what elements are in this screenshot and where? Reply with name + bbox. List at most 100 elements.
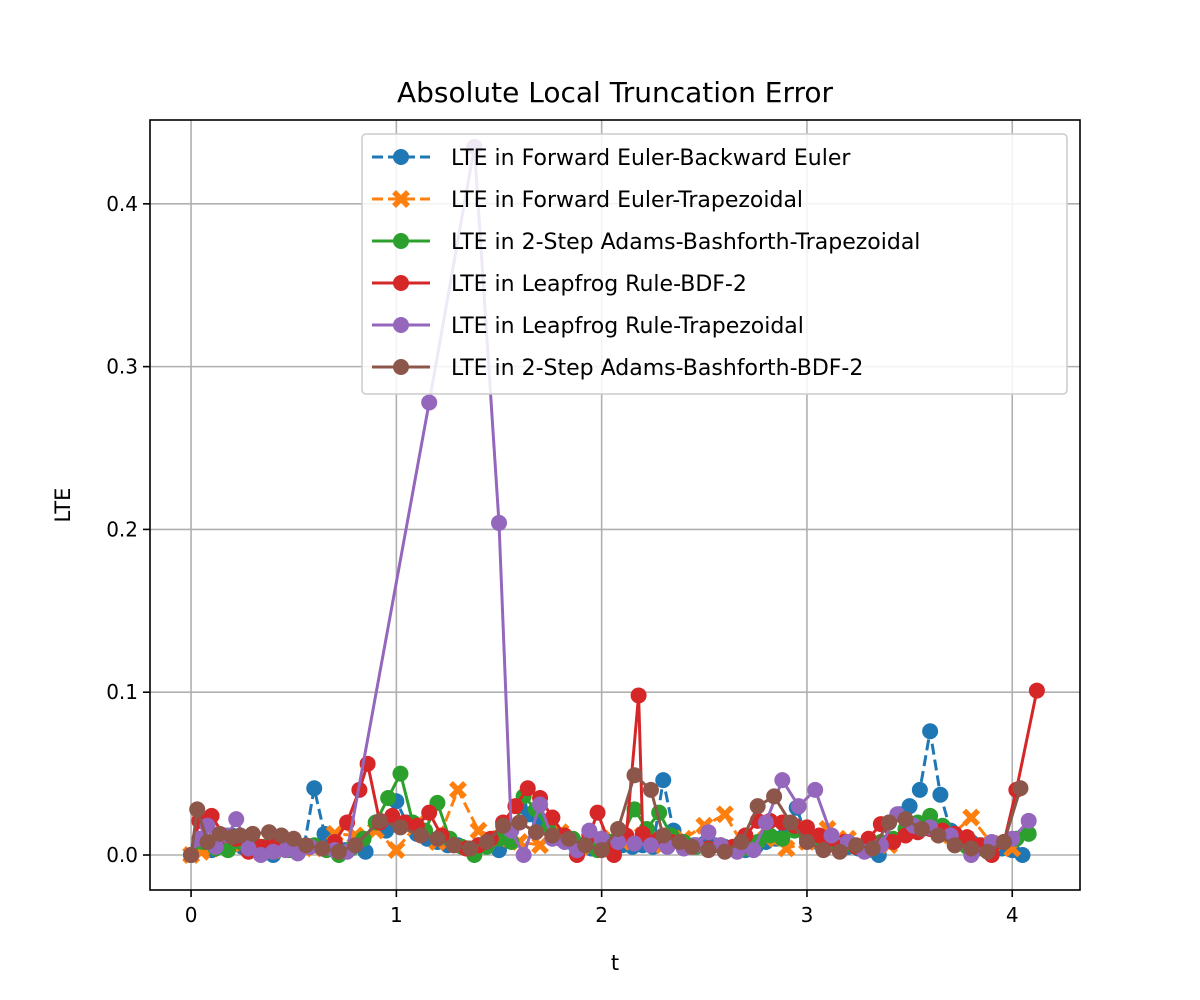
- series-6-point: [881, 814, 898, 831]
- series-6-point: [1012, 780, 1029, 797]
- series-1-point: [901, 798, 918, 815]
- legend-label: LTE in 2-Step Adams-Bashforth-Trapezoida…: [451, 230, 920, 255]
- series-5-point: [277, 842, 294, 859]
- series-3-point: [392, 765, 409, 782]
- series-2-point: [387, 841, 406, 860]
- series-6-point: [392, 819, 409, 836]
- series-6-point: [593, 842, 610, 859]
- legend-label: LTE in Leapfrog Rule-BDF-2: [451, 272, 747, 297]
- series-3-point: [762, 827, 778, 844]
- series-5-point: [532, 796, 549, 813]
- series-1-point: [655, 772, 672, 789]
- series-6-point: [913, 820, 930, 837]
- series-3-point: [774, 830, 791, 847]
- series-6-point: [527, 824, 544, 841]
- series-6-point: [285, 830, 302, 847]
- series-6-point: [298, 837, 315, 854]
- series-6-point: [655, 827, 672, 844]
- series-5-point: [240, 840, 257, 857]
- series-4-point: [519, 780, 536, 797]
- series-5-point: [807, 781, 824, 798]
- series-6-point: [511, 814, 528, 831]
- series-6-point: [749, 798, 766, 815]
- series-6-point: [371, 812, 388, 829]
- legend-entry: LTE in 2-Step Adams-Bashforth-Trapezoida…: [372, 230, 920, 255]
- series-6-point: [683, 838, 700, 855]
- series-5-point: [252, 847, 269, 863]
- series-6-point: [848, 837, 865, 854]
- series-6-point: [199, 833, 216, 850]
- y-tick-label: 0.2: [106, 517, 138, 541]
- series-3-point: [922, 807, 939, 824]
- series-4-point: [421, 804, 438, 821]
- series-6-point: [495, 817, 512, 834]
- series-6-point: [716, 843, 733, 860]
- series-6-point: [979, 843, 996, 860]
- x-tick-label: 4: [1006, 903, 1019, 927]
- series-6-point: [963, 840, 980, 857]
- series-6-point: [626, 767, 643, 784]
- series-6-point: [577, 837, 594, 854]
- series-4-point: [544, 809, 561, 826]
- series-layer: [182, 138, 1045, 864]
- series-6-point: [864, 840, 881, 857]
- series-4-point: [589, 804, 606, 821]
- x-axis-label: t: [611, 951, 619, 975]
- series-6-point: [897, 811, 914, 828]
- series-5-point: [491, 514, 508, 531]
- series-6-point: [189, 801, 206, 818]
- series-6-point: [671, 833, 688, 850]
- series-5-point: [757, 814, 774, 831]
- legend: LTE in Forward Euler-Backward Euler LTE i…: [361, 133, 1068, 395]
- series-3-point: [380, 790, 397, 807]
- series-3-point: [626, 801, 643, 818]
- legend-marker: [393, 233, 409, 249]
- series-5-point: [581, 822, 598, 839]
- x-tick-label: 1: [390, 903, 403, 927]
- legend-label: LTE in Forward Euler-Backward Euler: [451, 146, 851, 171]
- legend-marker: [393, 275, 409, 291]
- series-6-point: [930, 827, 947, 844]
- x-tick-label: 3: [801, 903, 814, 927]
- legend-label: LTE in 2-Step Adams-Bashforth-BDF-2: [451, 356, 863, 381]
- series-6-point: [429, 830, 446, 847]
- series-5-point: [421, 394, 438, 411]
- series-5-point: [823, 827, 840, 844]
- tick-layer: 0 1 2 3 4 0.0 0.1 0.2 0.3 0.4: [106, 192, 1018, 927]
- series-3-point: [220, 842, 237, 859]
- series-6-point: [261, 824, 278, 841]
- series-5-point: [265, 843, 282, 860]
- series-5-point: [700, 824, 717, 841]
- legend-marker: [393, 149, 409, 165]
- series-6-point: [462, 840, 479, 857]
- series-5-point: [610, 833, 627, 850]
- plot-frame: [149, 119, 1081, 891]
- series-1-point: [922, 723, 939, 740]
- series-1-point: [306, 780, 323, 797]
- legend-entry: LTE in Leapfrog Rule-Trapezoidal: [372, 314, 804, 339]
- y-tick-label: 0.3: [106, 355, 138, 379]
- x-tick-label: 0: [185, 903, 198, 927]
- series-6-point: [798, 833, 815, 850]
- series-4-point: [605, 847, 622, 863]
- series-6-point: [815, 842, 832, 859]
- legend-marker: [393, 317, 409, 333]
- series-3-point: [1020, 825, 1037, 842]
- legend-label: LTE in Forward Euler-Trapezoidal: [451, 188, 803, 213]
- legend-marker: [393, 359, 409, 375]
- series-6-point: [478, 833, 495, 850]
- series-2-point: [449, 780, 467, 799]
- series-6-point: [232, 827, 249, 844]
- legend-label: LTE in Leapfrog Rule-Trapezoidal: [451, 314, 804, 339]
- series-6: [183, 767, 1029, 863]
- y-tick-label: 0.1: [106, 680, 138, 704]
- y-tick-label: 0.4: [106, 192, 138, 216]
- series-6-point: [782, 814, 799, 831]
- y-tick-label: 0.0: [106, 843, 138, 867]
- series-4-point: [798, 819, 815, 836]
- series-6-point: [445, 837, 462, 854]
- legend-entry: LTE in Forward Euler-Trapezoidal: [372, 188, 803, 213]
- series-4-point: [630, 687, 647, 704]
- series-4-point: [885, 833, 902, 850]
